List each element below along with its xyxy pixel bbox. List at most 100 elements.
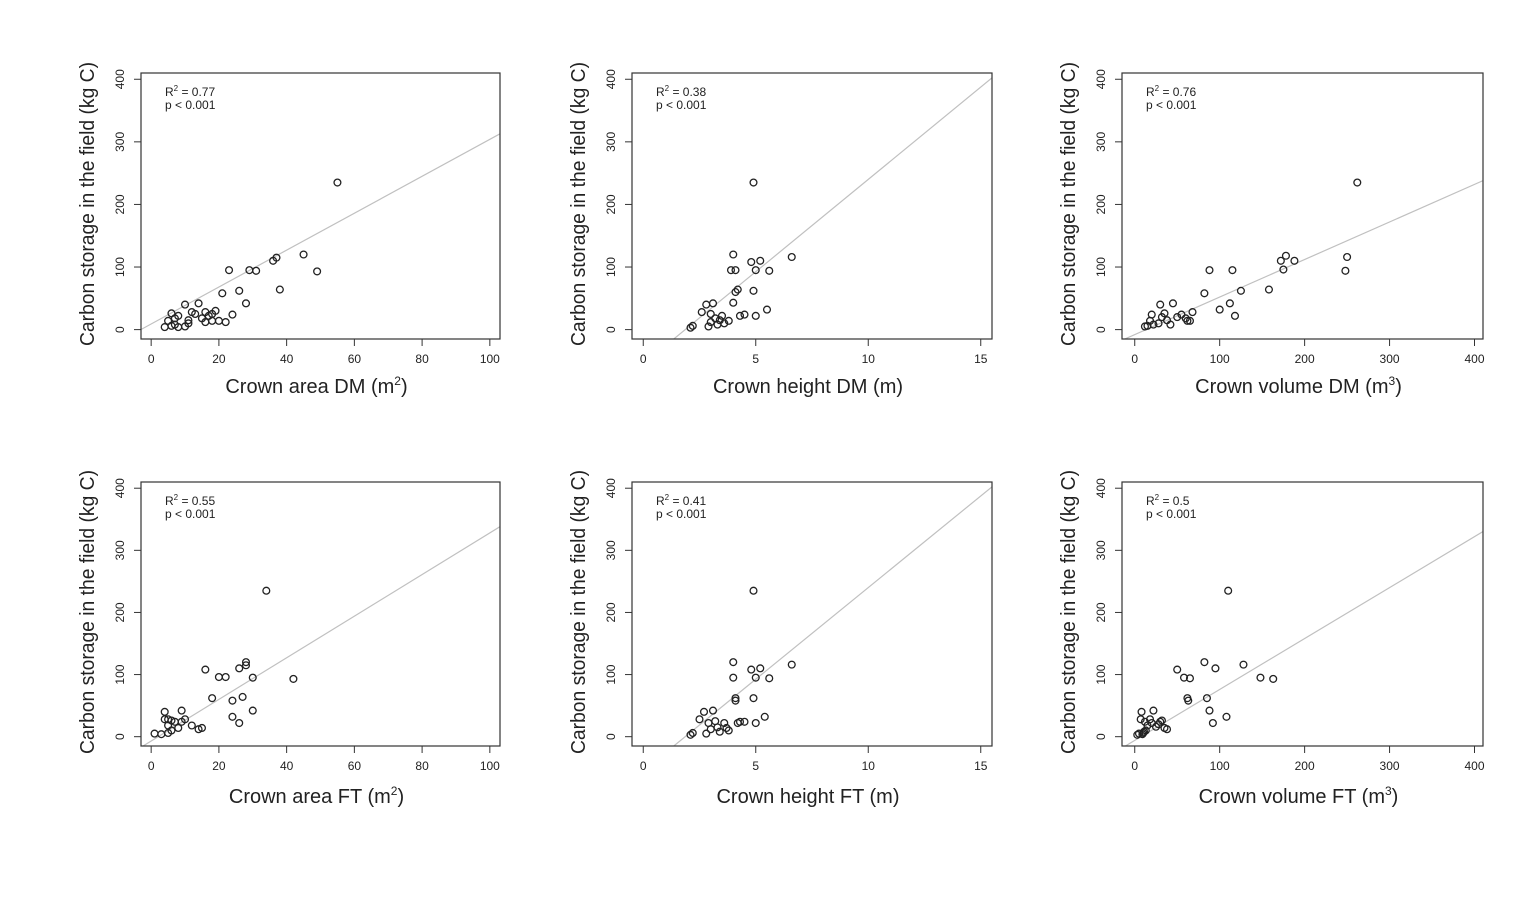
data-point: [765, 266, 774, 275]
x-tick-label: 400: [1464, 759, 1484, 773]
y-tick-label: 400: [1094, 478, 1108, 498]
y-tick-label: 0: [604, 326, 618, 333]
data-point: [241, 299, 251, 308]
data-point: [729, 298, 738, 307]
data-point: [235, 286, 244, 295]
data-point: [724, 316, 733, 325]
data-point: [749, 286, 758, 295]
data-point: [1179, 673, 1189, 682]
data-point: [1225, 299, 1234, 308]
y-tick-label: 400: [604, 69, 618, 89]
data-point: [751, 266, 760, 275]
y-tick-label: 0: [604, 733, 618, 740]
data-point: [1156, 300, 1165, 309]
data-point: [1224, 586, 1233, 595]
data-point: [208, 694, 217, 703]
data-point: [756, 664, 765, 673]
x-tick-label: 10: [862, 352, 876, 366]
data-point: [686, 323, 695, 332]
data-point: [731, 696, 740, 705]
data-point: [1149, 320, 1158, 329]
y-tick-label: 100: [604, 257, 618, 277]
data-point: [1147, 310, 1156, 319]
data-point: [174, 723, 183, 733]
x-tick-label: 200: [1295, 759, 1315, 773]
y-tick-label: 400: [1094, 69, 1108, 89]
data-point: [1269, 674, 1278, 683]
data-point: [201, 665, 210, 674]
data-point: [731, 694, 740, 703]
data-point: [228, 310, 237, 319]
data-point: [695, 715, 704, 724]
y-tick-label: 400: [113, 478, 127, 498]
r-squared-label: R2 = 0.55: [165, 493, 215, 508]
x-tick-label: 20: [212, 759, 226, 773]
fit-line: [141, 133, 500, 331]
data-point: [762, 305, 772, 314]
data-point: [1264, 285, 1273, 294]
data-point: [1281, 251, 1290, 260]
data-point: [272, 253, 281, 262]
data-point: [299, 250, 308, 259]
data-point: [731, 288, 740, 297]
data-point: [1173, 313, 1182, 322]
x-axis-label: Crown height DM (m): [713, 376, 903, 398]
data-point: [211, 306, 220, 315]
data-point: [1183, 316, 1192, 325]
x-tick-label: 0: [640, 352, 647, 366]
data-point: [1168, 299, 1178, 308]
data-point: [241, 658, 251, 667]
data-point: [756, 256, 765, 265]
x-tick-label: 100: [480, 352, 500, 366]
data-point: [180, 300, 190, 309]
x-tick-label: 0: [148, 352, 155, 366]
data-point: [160, 707, 169, 716]
p-value-label: p < 0.001: [165, 507, 216, 521]
x-tick-label: 200: [1295, 352, 1315, 366]
data-point: [238, 692, 247, 701]
data-point: [241, 661, 251, 670]
x-axis-label: Crown height FT (m): [716, 786, 899, 808]
x-tick-label: 20: [212, 352, 226, 366]
data-point: [1157, 716, 1166, 725]
data-point: [1200, 658, 1209, 667]
x-tick-label: 5: [752, 759, 759, 773]
x-tick-label: 15: [974, 759, 988, 773]
y-axis-label: Carbon storage in the field (kg C): [77, 470, 99, 754]
data-point: [1343, 252, 1352, 262]
data-point: [225, 266, 234, 275]
data-point: [177, 706, 186, 715]
data-point: [1230, 311, 1240, 320]
data-point: [720, 319, 729, 328]
x-tick-label: 10: [862, 759, 876, 773]
y-tick-label: 0: [113, 733, 127, 740]
p-value-label: p < 0.001: [1146, 98, 1197, 112]
data-point: [733, 285, 742, 294]
x-tick-label: 80: [415, 759, 429, 773]
fit-line: [1124, 531, 1483, 746]
x-tick-label: 80: [415, 352, 429, 366]
x-tick-label: 40: [280, 759, 294, 773]
y-tick-label: 300: [1094, 132, 1108, 152]
data-point: [180, 715, 190, 724]
data-point: [197, 723, 207, 733]
data-point: [1208, 718, 1217, 728]
y-tick-label: 300: [1094, 540, 1108, 560]
data-point: [747, 665, 756, 674]
y-tick-label: 200: [604, 194, 618, 214]
y-axis-label: Carbon storage in the field (kg C): [1058, 62, 1080, 346]
scatter-panel-5: 0 5 10 15 0 100 200 300 400 R2 = 0.41p < 0.001 Car…: [568, 470, 993, 808]
data-point: [1184, 696, 1193, 705]
x-tick-label: 15: [974, 352, 988, 366]
data-point: [699, 707, 709, 716]
x-tick-label: 100: [480, 759, 500, 773]
data-point: [333, 178, 342, 187]
y-tick-label: 200: [113, 602, 127, 622]
data-point: [1154, 319, 1163, 328]
x-tick-label: 300: [1380, 352, 1400, 366]
data-point: [735, 717, 745, 726]
x-tick-label: 40: [280, 352, 294, 366]
y-tick-label: 100: [1094, 257, 1108, 277]
data-point: [1139, 728, 1148, 738]
